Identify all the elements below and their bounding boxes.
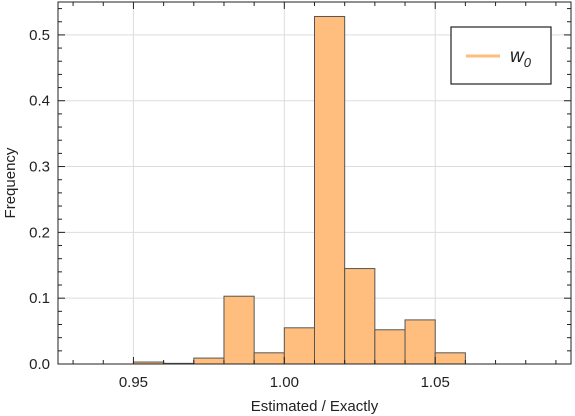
legend: w0 [450,26,552,85]
axis-ticks [58,2,571,365]
histogram-bar [193,357,225,365]
legend-label-base: w [510,46,525,67]
histogram-bar [253,352,285,365]
y-tick-label: 0.5 [29,27,50,44]
y-tick-label: 0.0 [29,356,50,373]
legend-label: w0 [510,46,532,70]
y-tick-label: 0.3 [29,159,50,176]
x-tick-label: 1.00 [270,374,299,391]
legend-label-subscript: 0 [524,55,532,70]
x-axis-label: Estimated / Exactly [251,398,379,415]
histogram-bar [374,329,406,365]
histogram-bar [223,295,255,365]
x-tick-label: 0.95 [119,374,148,391]
y-tick-label: 0.1 [29,290,50,307]
histogram-bar [283,327,315,365]
x-tick-label: 1.05 [421,374,450,391]
histogram-bar [404,319,436,365]
histogram-bar [344,268,376,365]
histogram-bar [434,352,466,365]
x-tick-labels: 0.95 1.00 1.05 [119,374,450,391]
histogram-bars [132,15,466,365]
histogram-bar [314,15,346,365]
y-axis-label: Frequency [2,147,19,218]
y-tick-label: 0.4 [29,93,50,110]
y-tick-label: 0.2 [29,224,50,241]
y-tick-labels: 0.0 0.1 0.2 0.3 0.4 0.5 [29,27,50,373]
